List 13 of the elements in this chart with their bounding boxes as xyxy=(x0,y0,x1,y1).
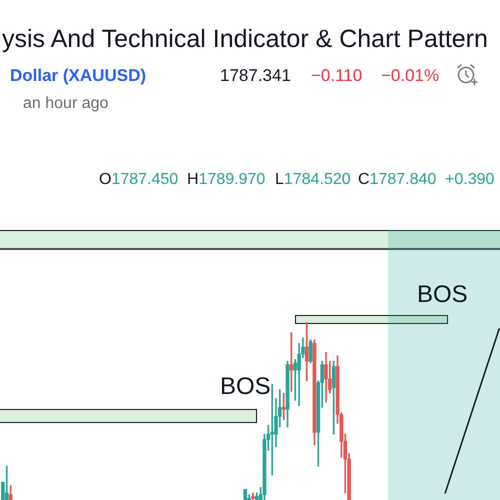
text: an hour ago xyxy=(23,94,108,112)
text: O1787.450 xyxy=(99,170,178,188)
text: L1784.520 xyxy=(275,170,351,188)
text: H1789.970 xyxy=(187,170,266,188)
text: −0.110 xyxy=(311,66,362,85)
text: −0.01% xyxy=(381,66,440,85)
text: +0.390 xyxy=(445,170,494,188)
text: 1787.341 xyxy=(220,66,291,85)
text: BOS xyxy=(417,280,468,308)
chart-subtitle: Dollar (XAUUSD) xyxy=(10,66,146,85)
annotation: BOS xyxy=(220,372,271,400)
text: C1787.840 xyxy=(358,170,436,188)
chart-title: ysis And Technical Indicator & Chart Pattern xyxy=(2,24,488,53)
